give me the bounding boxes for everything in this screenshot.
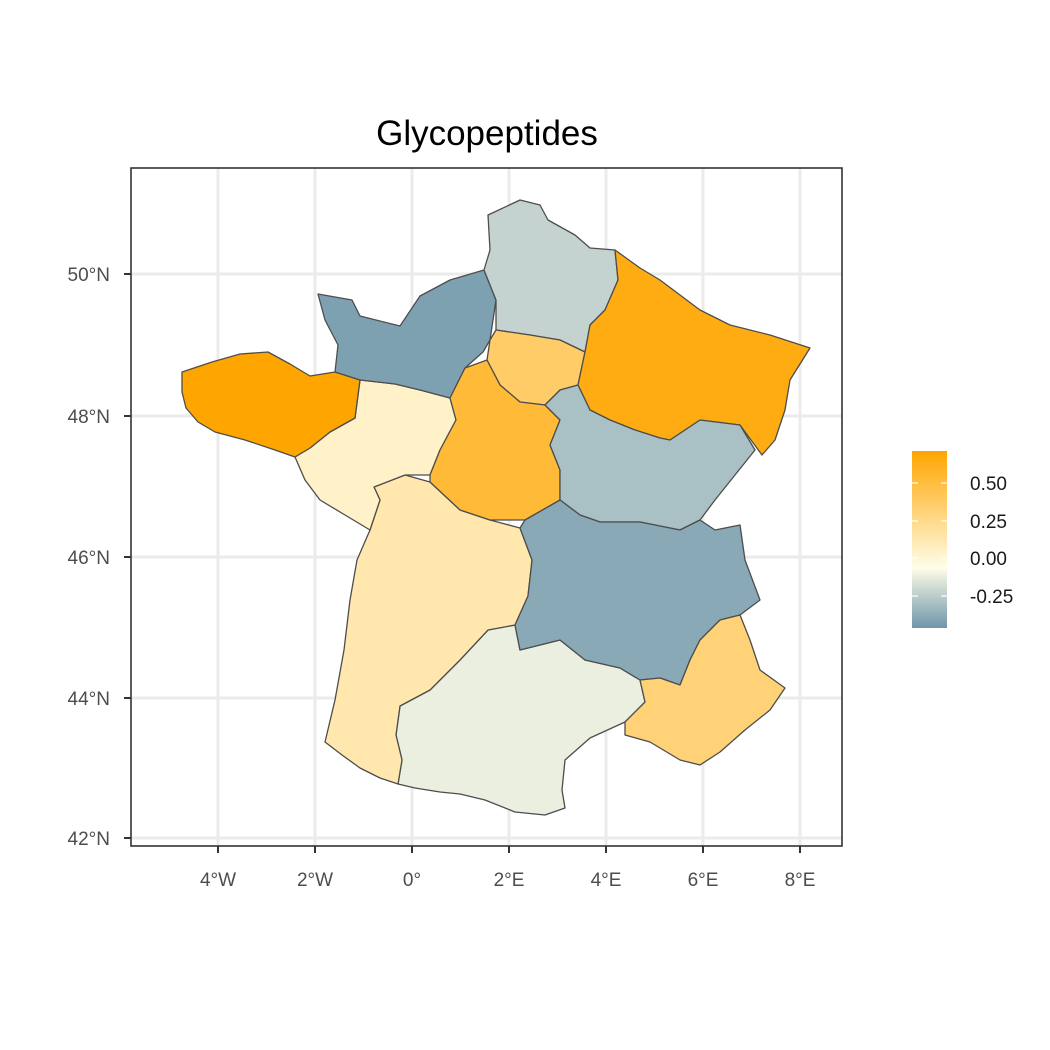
x-tick-label: 6°E bbox=[688, 870, 719, 891]
plot-panel-border bbox=[130, 167, 843, 847]
legend: 0.50 0.25 0.00 -0.25 bbox=[912, 451, 1013, 628]
chart-title: Glycopeptides bbox=[376, 114, 598, 153]
region-bretagne bbox=[181, 351, 361, 458]
legend-label: -0.25 bbox=[970, 587, 1013, 608]
x-axis: 4°W 2°W 0° 2°E 4°E 6°E 8°E bbox=[200, 846, 815, 891]
y-axis: 50°N 48°N 46°N 44°N 42°N bbox=[68, 265, 131, 850]
x-tick-label: 8°E bbox=[785, 870, 816, 891]
x-tick-label: 4°E bbox=[591, 870, 622, 891]
legend-label: 0.00 bbox=[970, 549, 1007, 570]
x-tick-label: 0° bbox=[403, 870, 421, 891]
region-normandie bbox=[317, 269, 497, 399]
y-tick-label: 50°N bbox=[68, 265, 110, 286]
legend-colorbar bbox=[912, 451, 947, 628]
x-tick-label: 2°W bbox=[297, 870, 333, 891]
x-tick-label: 2°E bbox=[494, 870, 525, 891]
region-centre-val-de-loire bbox=[429, 359, 561, 521]
y-tick-label: 46°N bbox=[68, 548, 110, 569]
y-tick-label: 48°N bbox=[68, 407, 110, 428]
legend-label: 0.25 bbox=[970, 512, 1007, 533]
x-tick-label: 4°W bbox=[200, 870, 236, 891]
regions bbox=[181, 199, 811, 816]
legend-label: 0.50 bbox=[970, 474, 1007, 495]
region-bourgogne-franche-comte bbox=[544, 384, 756, 531]
region-provence-alpes-cote-dazur bbox=[624, 614, 786, 766]
region-nouvelle-aquitaine bbox=[324, 474, 533, 785]
y-tick-label: 42°N bbox=[68, 829, 110, 850]
y-tick-label: 44°N bbox=[68, 689, 110, 710]
